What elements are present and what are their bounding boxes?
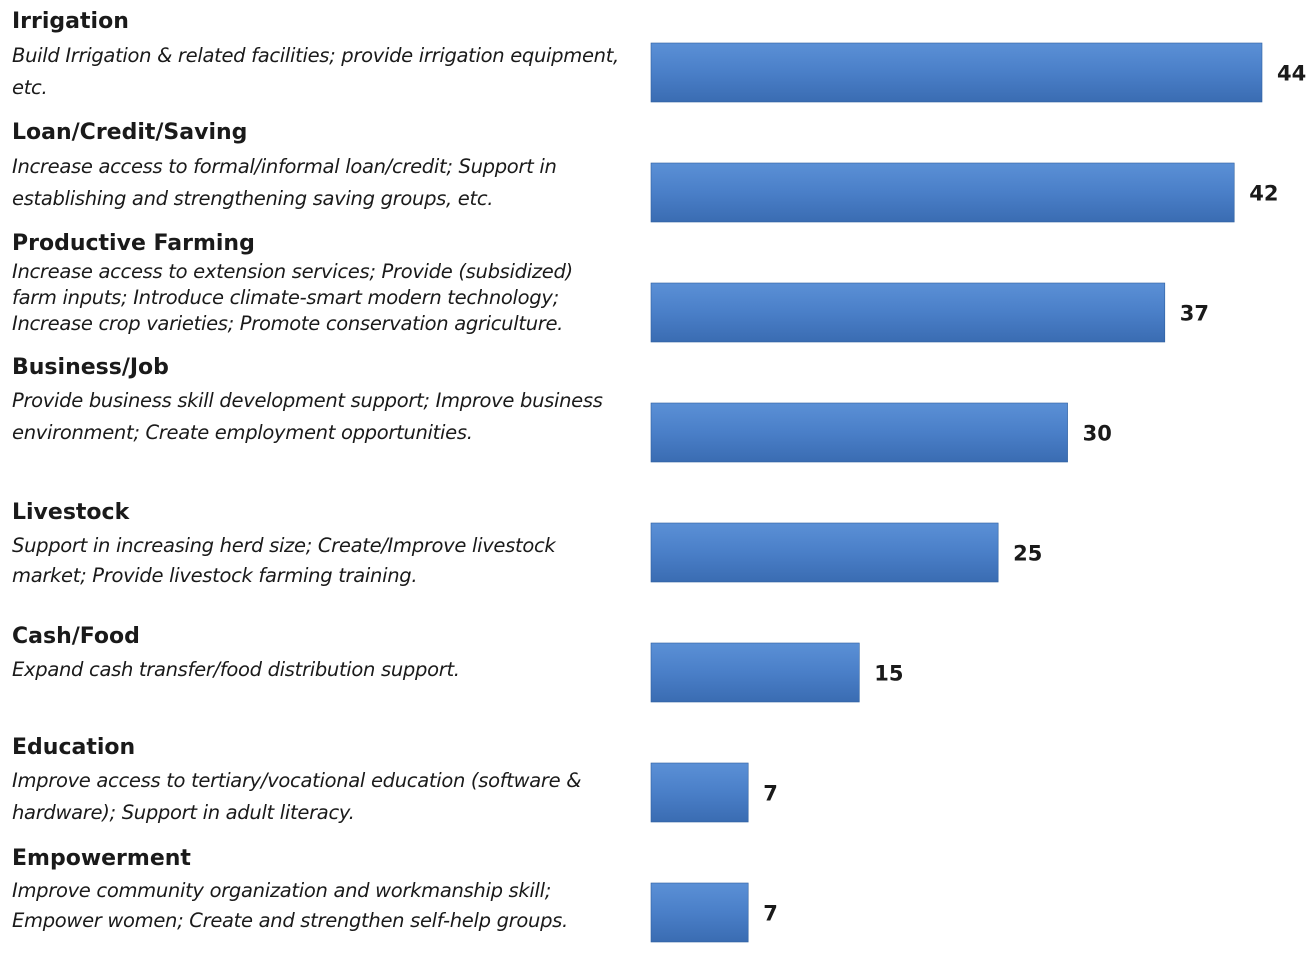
data-label-cash-food: 15 <box>874 662 903 686</box>
category-desc-business-job: Provide business skill development suppo… <box>12 389 603 444</box>
data-label-empowerment: 7 <box>763 902 778 926</box>
category-title-loan-credit-saving: Loan/Credit/Saving <box>12 120 248 145</box>
category-title-business-job: Business/Job <box>12 355 169 380</box>
category-title-productive-farming: Productive Farming <box>12 231 255 256</box>
data-label-education: 7 <box>763 782 778 806</box>
bar-productive-farming <box>650 282 1166 343</box>
bar-empowerment <box>650 882 749 943</box>
bar-education <box>650 762 749 823</box>
category-title-livestock: Livestock <box>12 500 130 525</box>
bars-group <box>650 42 1263 943</box>
bar-loan-credit-saving <box>650 162 1235 223</box>
data-label-productive-farming: 37 <box>1180 302 1209 326</box>
data-label-livestock: 25 <box>1013 542 1042 566</box>
category-desc-livestock: Support in increasing herd size; Create/… <box>12 534 556 587</box>
bar-business-job <box>650 402 1068 463</box>
data-labels-group: 44 42 37 30 25 15 7 7 <box>763 62 1306 926</box>
category-desc-irrigation: Build Irrigation & related facilities; p… <box>12 44 619 99</box>
category-title-irrigation: Irrigation <box>12 9 129 34</box>
bar-livestock <box>650 522 999 583</box>
category-desc-cash-food: Expand cash transfer/food distribution s… <box>12 658 460 681</box>
category-title-cash-food: Cash/Food <box>12 624 140 649</box>
category-desc-education: Improve access to tertiary/vocational ed… <box>12 769 582 824</box>
category-desc-empowerment: Improve community organization and workm… <box>12 879 568 932</box>
bar-cash-food <box>650 642 860 703</box>
category-desc-productive-farming: Increase access to extension services; P… <box>12 260 573 335</box>
data-label-business-job: 30 <box>1083 422 1112 446</box>
bar-irrigation <box>650 42 1263 103</box>
category-title-education: Education <box>12 735 136 760</box>
category-desc-loan-credit-saving: Increase access to formal/informal loan/… <box>12 155 557 210</box>
data-label-loan-credit-saving: 42 <box>1249 182 1278 206</box>
data-label-irrigation: 44 <box>1277 62 1306 86</box>
category-title-empowerment: Empowerment <box>12 846 191 871</box>
